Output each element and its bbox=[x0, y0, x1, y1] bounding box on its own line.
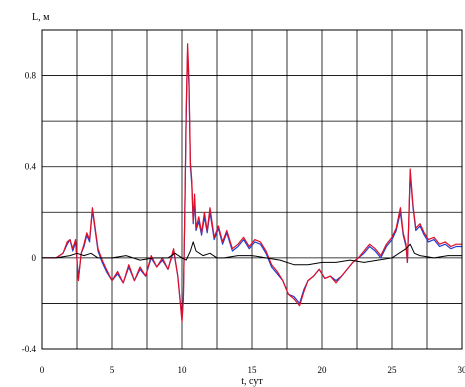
x-tick-label: 20 bbox=[318, 365, 328, 375]
y-tick-label: 0 bbox=[32, 253, 37, 263]
y-tick-label: -0.4 bbox=[22, 344, 37, 354]
plot-frame bbox=[41, 29, 463, 350]
x-axis-title: t, сут bbox=[241, 376, 263, 387]
y-tick-label: 0.8 bbox=[25, 71, 37, 81]
series-line-3 bbox=[42, 241, 462, 266]
y-tick-label: 0.4 bbox=[25, 162, 37, 172]
x-tick-label: 25 bbox=[388, 365, 398, 375]
grid bbox=[41, 29, 463, 350]
series-line-1 bbox=[42, 49, 462, 320]
y-axis-title: L, м bbox=[32, 12, 50, 23]
x-tick-label: 0 bbox=[40, 365, 45, 375]
x-tick-label: 5 bbox=[110, 365, 115, 375]
x-tick-label: 10 bbox=[178, 365, 188, 375]
series-lines bbox=[42, 43, 462, 323]
x-tick-label: 30 bbox=[458, 365, 465, 375]
series-line-2 bbox=[42, 43, 462, 323]
axis-ticks: 0 5 10 15 20 25 30 -0.4 0 0.4 0.8 bbox=[22, 71, 465, 375]
x-tick-label: 15 bbox=[248, 365, 258, 375]
